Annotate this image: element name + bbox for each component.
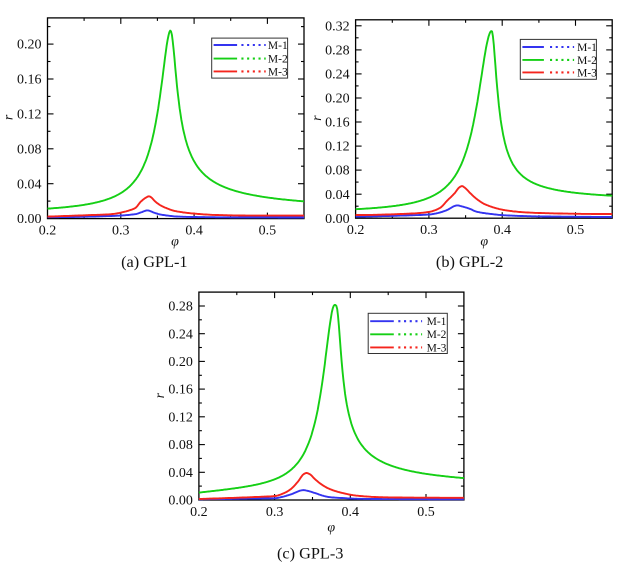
svg-text:0.12: 0.12 xyxy=(168,410,193,425)
svg-text:r: r xyxy=(310,115,325,121)
svg-text:M-1: M-1 xyxy=(268,40,288,52)
svg-text:0.24: 0.24 xyxy=(325,68,350,83)
svg-text:0.20: 0.20 xyxy=(325,92,350,107)
svg-text:M-2: M-2 xyxy=(268,54,288,66)
svg-text:M-3: M-3 xyxy=(268,66,288,78)
svg-text:0.3: 0.3 xyxy=(266,505,284,520)
svg-text:φ: φ xyxy=(327,521,335,536)
svg-text:φ: φ xyxy=(480,234,488,249)
svg-text:0.4: 0.4 xyxy=(185,224,203,239)
svg-text:0.04: 0.04 xyxy=(17,177,42,192)
svg-text:M-3: M-3 xyxy=(577,67,597,79)
svg-text:r: r xyxy=(153,392,168,398)
svg-text:r: r xyxy=(2,114,17,120)
svg-text:0.04: 0.04 xyxy=(325,188,350,203)
svg-text:0.08: 0.08 xyxy=(168,438,193,453)
svg-text:(b) GPL-2: (b) GPL-2 xyxy=(436,252,503,271)
svg-text:0.20: 0.20 xyxy=(168,355,193,370)
svg-text:0.3: 0.3 xyxy=(420,223,438,238)
svg-text:0.04: 0.04 xyxy=(168,466,193,481)
svg-text:M-1: M-1 xyxy=(577,42,597,54)
svg-text:0.2: 0.2 xyxy=(39,224,57,239)
svg-text:M-3: M-3 xyxy=(427,342,447,354)
svg-text:0.5: 0.5 xyxy=(417,505,435,520)
svg-text:0.12: 0.12 xyxy=(325,140,350,155)
svg-text:0.3: 0.3 xyxy=(112,224,130,239)
svg-text:0.2: 0.2 xyxy=(190,505,208,520)
svg-text:0.12: 0.12 xyxy=(17,108,42,123)
svg-text:(a) GPL-1: (a) GPL-1 xyxy=(121,252,187,271)
svg-text:0.08: 0.08 xyxy=(325,164,350,179)
svg-text:M-2: M-2 xyxy=(427,329,447,341)
svg-text:0.28: 0.28 xyxy=(325,44,350,59)
svg-text:0.00: 0.00 xyxy=(325,212,350,227)
svg-text:0.4: 0.4 xyxy=(493,223,511,238)
svg-text:0.00: 0.00 xyxy=(17,212,42,227)
svg-text:0.2: 0.2 xyxy=(347,223,365,238)
svg-text:0.16: 0.16 xyxy=(168,383,193,398)
svg-text:M-2: M-2 xyxy=(577,55,597,67)
svg-text:0.4: 0.4 xyxy=(342,505,360,520)
svg-text:(c) GPL-3: (c) GPL-3 xyxy=(277,544,343,563)
svg-text:0.5: 0.5 xyxy=(567,223,585,238)
svg-text:0.32: 0.32 xyxy=(325,19,350,34)
svg-text:0.20: 0.20 xyxy=(17,38,42,53)
svg-text:φ: φ xyxy=(171,234,179,249)
svg-text:0.5: 0.5 xyxy=(259,224,277,239)
svg-text:0.16: 0.16 xyxy=(325,116,350,131)
svg-text:M-1: M-1 xyxy=(427,316,447,328)
svg-text:0.16: 0.16 xyxy=(17,73,42,88)
svg-text:0.28: 0.28 xyxy=(168,300,193,315)
svg-text:0.08: 0.08 xyxy=(17,142,42,157)
svg-text:0.24: 0.24 xyxy=(168,327,193,342)
svg-text:0.00: 0.00 xyxy=(168,494,193,509)
